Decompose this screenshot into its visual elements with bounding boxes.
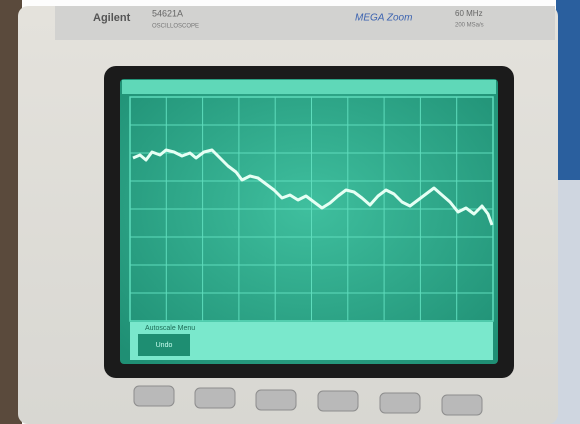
product: OSCILLOSCOPE [152, 24, 199, 30]
softkey-3[interactable] [256, 390, 296, 410]
status-bar [122, 80, 496, 94]
logo: MEGA Zoom [355, 13, 412, 24]
bandwidth: 60 MHz [455, 9, 483, 18]
menu-title: Autoscale Menu [145, 325, 195, 332]
brand: Agilent [93, 12, 131, 24]
softkey-5[interactable] [380, 393, 420, 413]
softkey-6[interactable] [442, 395, 482, 415]
sample-rate: 200 MSa/s [455, 23, 484, 29]
softkey-label: Undo [156, 342, 173, 349]
photo: Agilent 54621A OSCILLOSCOPE MEGA Zoom 60… [0, 0, 580, 424]
model: 54621A [152, 8, 183, 18]
softkey-4[interactable] [318, 391, 358, 411]
softkey-1[interactable] [134, 386, 174, 406]
softkey-2[interactable] [195, 388, 235, 408]
